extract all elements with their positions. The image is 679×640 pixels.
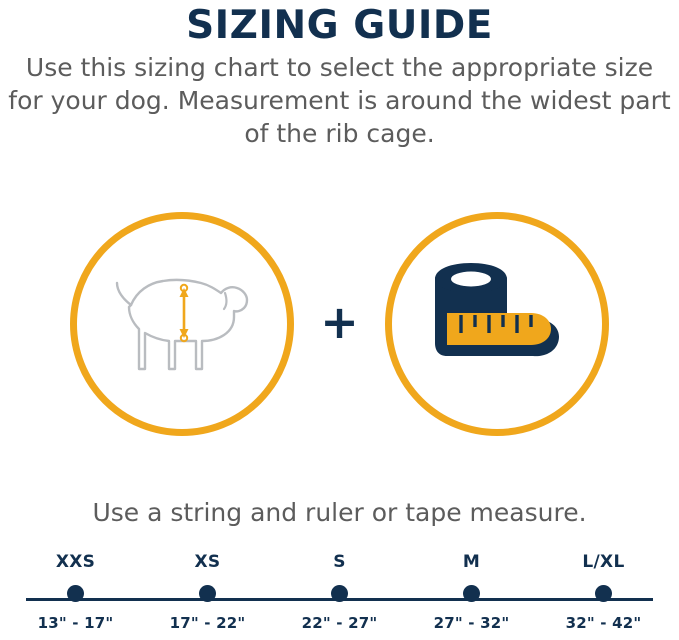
size-range: 32" - 42" bbox=[565, 614, 642, 632]
scale-dot-icon bbox=[199, 584, 216, 602]
size-range: 27" - 32" bbox=[433, 614, 510, 632]
size-entry-xxs: XXS 13" - 17" bbox=[16, 552, 135, 633]
size-entry-lxl: L/XL 32" - 42" bbox=[544, 552, 663, 633]
scale-dot-wrap bbox=[280, 574, 399, 612]
scale-items: XXS 13" - 17" XS 17" - 22" S 22" - 27" M… bbox=[0, 552, 679, 633]
size-range: 17" - 22" bbox=[169, 614, 246, 632]
scale-dot-icon bbox=[463, 584, 480, 602]
scale-dot-wrap bbox=[544, 574, 663, 612]
scale-dot-wrap bbox=[16, 574, 135, 612]
scale-dot-icon bbox=[67, 584, 84, 602]
scale-dot-wrap bbox=[412, 574, 531, 612]
scale-dot-icon bbox=[331, 584, 348, 602]
tape-measure-icon bbox=[417, 257, 577, 391]
size-label: S bbox=[333, 552, 346, 572]
dog-measurement-icon bbox=[97, 247, 267, 401]
size-label: XS bbox=[194, 552, 221, 572]
plus-icon: + bbox=[320, 295, 359, 349]
size-range: 13" - 17" bbox=[37, 614, 114, 632]
size-label: L/XL bbox=[582, 552, 625, 572]
size-entry-m: M 27" - 32" bbox=[412, 552, 531, 633]
size-label: M bbox=[462, 552, 481, 572]
icon-row: + bbox=[0, 204, 679, 444]
measure-caption: Use a string and ruler or tape measure. bbox=[92, 498, 587, 527]
dog-measurement-circle bbox=[70, 212, 295, 436]
size-entry-s: S 22" - 27" bbox=[280, 552, 399, 633]
page-title: SIZING GUIDE bbox=[186, 3, 493, 48]
scale-dot-wrap bbox=[148, 574, 267, 612]
size-entry-xs: XS 17" - 22" bbox=[148, 552, 267, 633]
scale-dot-icon bbox=[595, 584, 612, 602]
page-subtitle: Use this sizing chart to select the appr… bbox=[8, 52, 671, 149]
tape-measure-circle bbox=[384, 212, 609, 436]
size-range: 22" - 27" bbox=[301, 614, 378, 632]
size-scale: XXS 13" - 17" XS 17" - 22" S 22" - 27" M… bbox=[0, 554, 679, 640]
size-label: XXS bbox=[55, 552, 96, 572]
sizing-guide-page: SIZING GUIDE Use this sizing chart to se… bbox=[0, 3, 679, 640]
